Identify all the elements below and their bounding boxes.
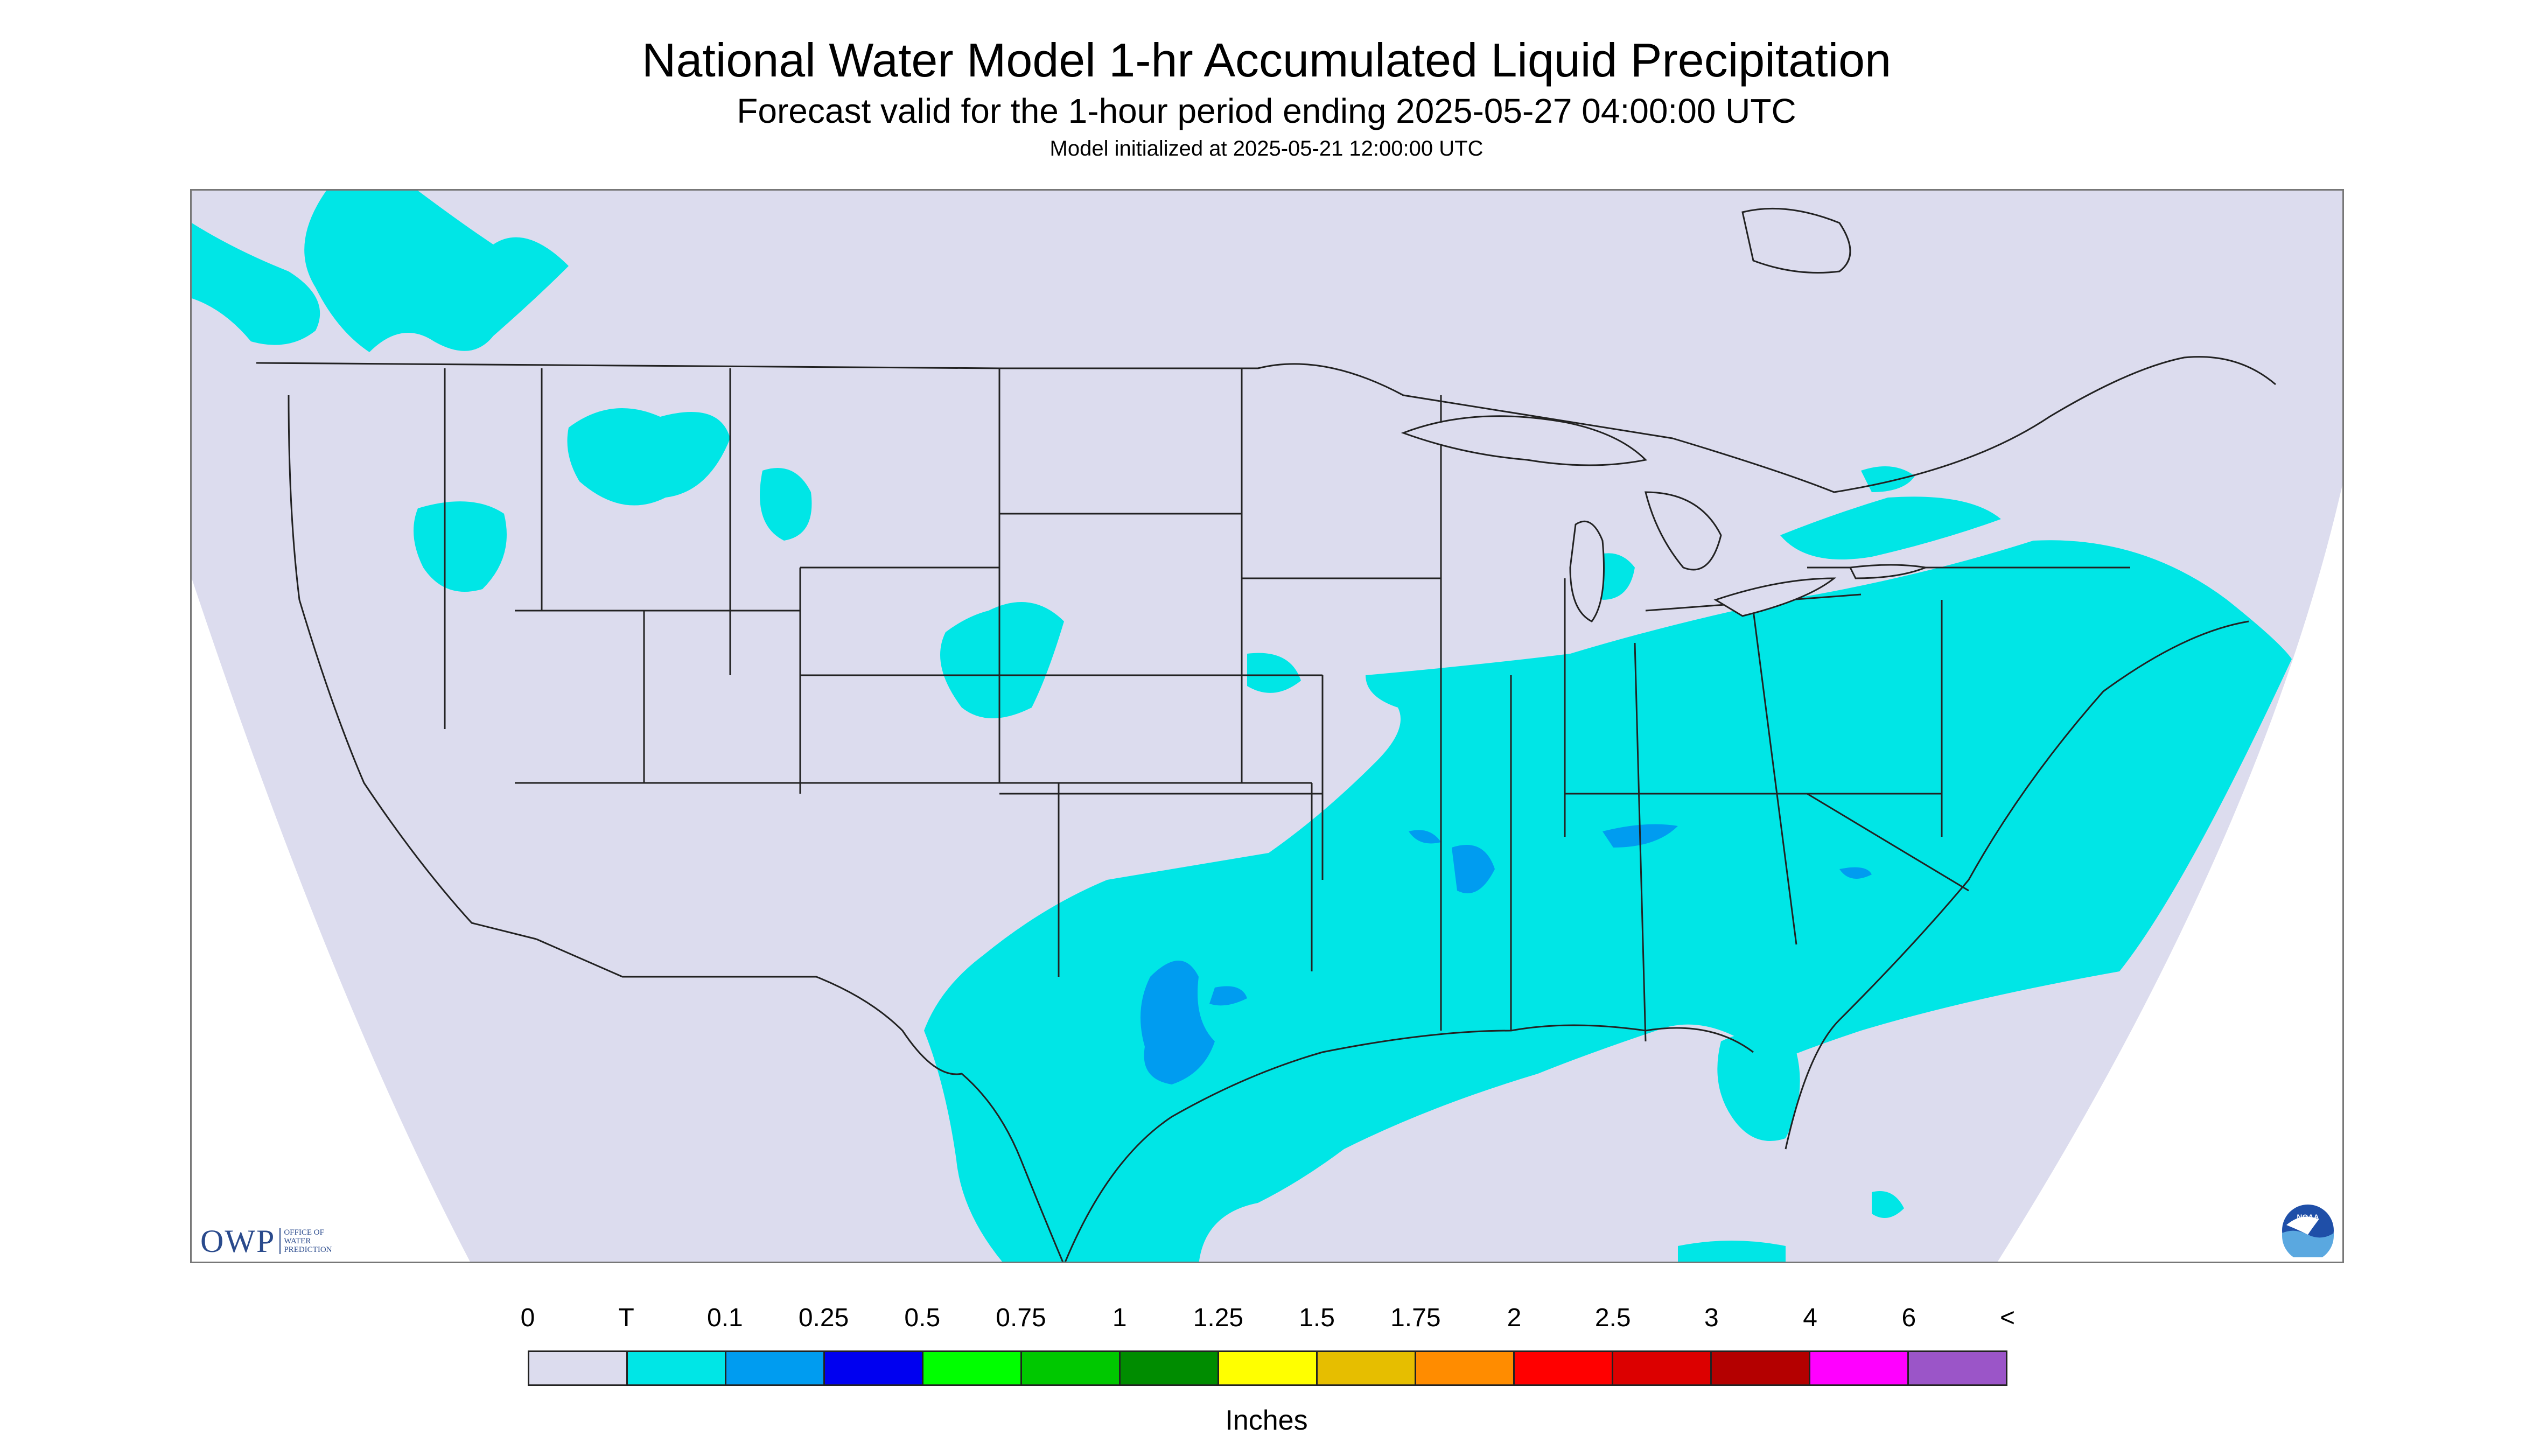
lake-erie [1713,577,1837,617]
precip-area-east-main [924,540,2292,1262]
state-lines-west [444,368,1000,794]
legend-swatch [923,1352,1022,1384]
legend-swatch [825,1352,923,1384]
legend-swatch [1318,1352,1416,1384]
lake-ontario [1849,564,1929,579]
legend-tick-label: 2.5 [1594,1304,1631,1332]
legend-swatch [1416,1352,1515,1384]
state-lines-central [999,368,1441,977]
precip-area-gulf-small [1872,1191,1904,1218]
legend-swatch [1515,1352,1613,1384]
precip-area-idaho-montana [567,408,730,506]
legend-tick-label: 0.75 [996,1304,1046,1332]
owp-logo-subtext: OFFICE OF WATER PREDICTION [279,1228,332,1254]
legend-swatch [1022,1352,1121,1384]
legend-swatch [529,1352,628,1384]
precip-area-texas-core [1140,961,1215,1084]
precip-area-pacific-nw [304,191,569,352]
legend-swatch [1909,1352,2006,1384]
model-initialized-text: Model initialized at 2025-05-21 12:00:00… [1049,137,1484,160]
legend-tick-label: 1.25 [1193,1304,1244,1332]
legend-tick-label: 3 [1704,1304,1719,1332]
legend-tick-label: T [618,1304,634,1332]
precip-area-florida [1717,1033,1800,1141]
legend-swatch [1810,1352,1909,1384]
lake-huron [1645,491,1722,571]
legend-tick-label: 1.5 [1299,1304,1335,1332]
hudson-bay-shore [1741,207,1851,274]
legend-swatch [1613,1352,1712,1384]
legend-tick-label: 4 [1803,1304,1817,1332]
precip-area-gulf-south [1678,1241,1786,1262]
map-canvas [192,191,2342,1262]
noaa-logo-icon: NOAA [2282,1205,2334,1257]
precip-area-arkansas [1409,830,1441,844]
legend-colorbar [528,1350,2007,1386]
precip-area-oregon [414,501,507,592]
outside-domain-left [192,578,470,1262]
owp-sub-line-3: PREDICTION [284,1245,332,1254]
precip-area-montana-east [760,468,812,541]
noaa-logo-text: NOAA [2297,1213,2319,1221]
precip-area-texas-east [1209,986,1247,1006]
boundary-lines [256,356,2276,1262]
legend-tick-label: 2 [1507,1304,1522,1332]
map-title: National Water Model 1-hr Accumulated Li… [641,33,1892,87]
legend-unit-label: Inches [1225,1405,1308,1436]
precip-area-colorado [940,602,1064,718]
precip-area-mississippi [1452,845,1495,893]
owp-sub-line-1: OFFICE OF [284,1228,324,1237]
precip-0.1-layer [1140,824,1872,1084]
precipitation-map [190,189,2344,1263]
owp-logo-text: OWP [200,1223,276,1259]
legend-tick-label: 1 [1112,1304,1127,1332]
lake-michigan [1569,520,1605,622]
precip-area-bc-coast [192,223,320,345]
legend-tick-label: 0.1 [707,1304,743,1332]
legend-tick-label: 0.5 [904,1304,941,1332]
legend-tick-label: 0 [520,1304,535,1332]
forecast-valid-subtitle: Forecast valid for the 1-hour period end… [737,92,1796,130]
us-canada-border [256,356,2276,493]
owp-sub-line-2: WATER [284,1237,311,1245]
legend-swatch [726,1352,825,1384]
legend-swatch [1219,1352,1318,1384]
lake-superior [1401,415,1648,466]
precip-area-carolina [1839,867,1872,879]
precip-area-ontario [1861,466,1915,492]
owp-logo: OWP OFFICE OF WATER PREDICTION [200,1222,332,1260]
great-lakes [1401,415,1929,622]
outside-domain-right [1997,485,2342,1262]
precip-area-kansas-small [1247,653,1301,693]
east-coast [1785,620,2249,1150]
legend-swatch [1121,1352,1219,1384]
legend-labels: 0 T 0.1 0.25 0.5 0.75 1 1.25 1.5 1.75 2 2.5 3 4 6 < [0,1303,2533,1335]
legend-swatch [628,1352,726,1384]
us-mexico-border [536,938,1064,1262]
west-coast [288,395,537,940]
legend-tick-label: 6 [1901,1304,1916,1332]
legend-tick-label: < [1999,1304,2016,1332]
precip-area-great-lakes [1780,496,2001,559]
legend-tick-label: 1.75 [1390,1304,1441,1332]
precip-trace-layer [192,191,2292,1262]
legend-tick-label: 0.25 [798,1304,849,1332]
legend-swatch [1712,1352,1810,1384]
